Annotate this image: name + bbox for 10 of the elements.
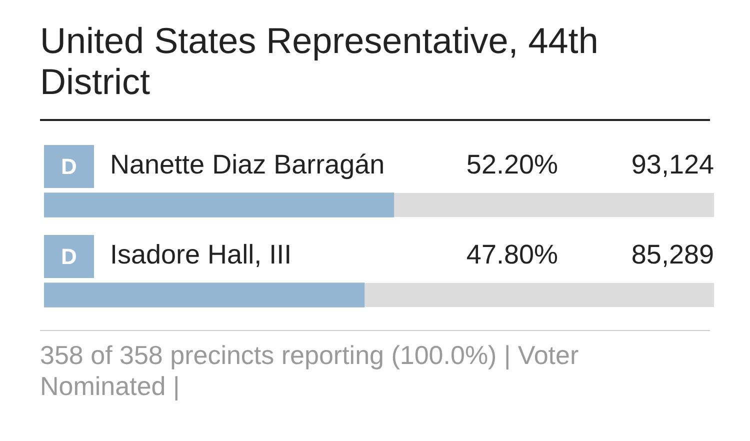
y-tick-label: Isadore Hall, III <box>110 239 292 270</box>
y-tick-label: Nanette Diaz Barragán <box>110 149 385 180</box>
data-label: 47.80% <box>466 239 558 270</box>
annotation: 93,124 <box>631 149 714 180</box>
data-label: 52.20% <box>466 149 558 180</box>
annotation: 85,289 <box>631 239 714 270</box>
party-badge: D <box>44 145 94 188</box>
chart-title: United States Representative, 44th District <box>40 20 600 102</box>
text: 358 of 358 precincts reporting (100.0%) | Voter Nominated | <box>40 340 580 402</box>
party-badge: D <box>44 235 94 278</box>
